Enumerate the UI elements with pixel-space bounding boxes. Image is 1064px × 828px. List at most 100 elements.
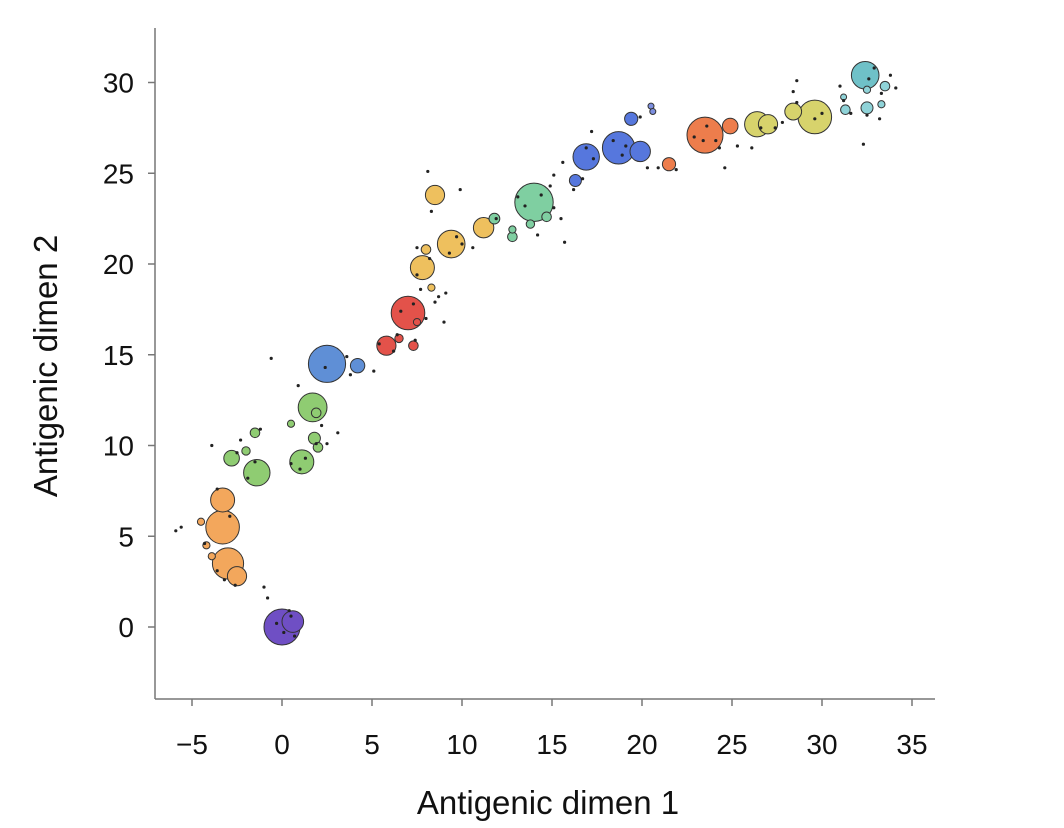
strain-dot <box>458 187 462 192</box>
y-axis-ticks: 0 5 10 15 20 25 30 <box>103 68 155 643</box>
x-tick-label: 25 <box>716 729 747 760</box>
y-tick-label: 30 <box>103 68 134 99</box>
strain-dot <box>262 585 266 589</box>
strain-dot <box>813 117 817 121</box>
strain-dot <box>429 209 433 213</box>
strain-dot <box>559 217 563 221</box>
strain-dot <box>447 251 451 255</box>
cluster-marker <box>860 101 874 115</box>
y-tick-label: 15 <box>103 340 134 371</box>
cluster-marker <box>488 212 501 225</box>
strain-dot <box>415 246 419 250</box>
cluster-marker <box>249 427 261 439</box>
x-tick-label: 15 <box>536 729 567 760</box>
strain-dot <box>203 541 207 546</box>
strain-dot <box>692 135 696 139</box>
cluster-marker <box>661 157 677 172</box>
y-tick-label: 25 <box>103 158 134 189</box>
strain-dot <box>253 460 257 464</box>
y-tick-label: 10 <box>103 431 134 462</box>
cluster-marker <box>408 340 419 351</box>
strain-dot <box>674 168 678 172</box>
strain-dot <box>861 142 866 146</box>
strain-dot <box>539 193 543 197</box>
strain-dot <box>424 316 428 321</box>
cluster-marker <box>349 357 366 374</box>
cluster-marker <box>243 459 271 487</box>
strain-dot <box>867 77 871 81</box>
strain-dot <box>428 256 432 261</box>
strain-dot <box>411 302 415 306</box>
strain-dot <box>426 169 430 174</box>
strain-dot <box>415 273 419 277</box>
strain-dot <box>872 66 876 70</box>
x-tick-label: 10 <box>446 729 477 760</box>
x-tick-label: 30 <box>806 729 837 760</box>
strain-dot <box>624 144 628 148</box>
strain-dot <box>795 100 799 105</box>
strain-dot <box>282 630 286 635</box>
strain-dot <box>894 86 898 90</box>
strain-dot <box>460 242 464 246</box>
cluster-marker <box>862 85 872 94</box>
strain-dot <box>759 126 763 130</box>
strain-dot <box>289 614 293 618</box>
y-tick-label: 5 <box>118 521 134 552</box>
strain-dot <box>399 309 403 313</box>
cluster-marker <box>281 610 305 633</box>
cluster-marker <box>376 335 397 356</box>
x-axis-ticks: −5 0 5 10 15 20 25 30 35 <box>176 699 928 760</box>
cluster-marker <box>568 174 582 188</box>
strain-dot <box>455 235 459 239</box>
strain-dot <box>838 84 842 88</box>
strain-dot <box>345 354 349 359</box>
strain-dot <box>323 365 327 370</box>
strain-dot <box>820 111 824 115</box>
strain-dot <box>179 525 183 529</box>
cluster-marker <box>226 566 248 587</box>
cluster-marker <box>205 509 240 545</box>
strain-dot <box>620 153 624 157</box>
cluster-markers <box>196 60 891 646</box>
cluster-marker <box>307 344 347 383</box>
cluster-marker <box>784 102 803 121</box>
strain-dot <box>842 99 846 103</box>
x-tick-label: 5 <box>364 729 380 760</box>
strain-dot <box>552 206 556 210</box>
strain-dot <box>795 79 799 83</box>
strain-dot <box>235 451 239 455</box>
strain-dot <box>298 467 302 471</box>
cluster-marker <box>289 449 315 475</box>
x-tick-label: 20 <box>626 729 657 760</box>
strain-dot <box>266 596 270 600</box>
strain-dot <box>222 578 226 582</box>
strain-dot <box>714 138 718 143</box>
cluster-marker <box>207 552 216 561</box>
strain-dot <box>584 146 588 150</box>
x-tick-label: −5 <box>176 729 208 760</box>
cluster-marker <box>310 407 322 419</box>
strain-dot <box>395 333 399 337</box>
strain-dots <box>174 66 898 638</box>
cluster-marker <box>412 317 422 327</box>
strain-dot <box>215 487 219 491</box>
strain-dot <box>174 529 178 533</box>
strain-dot <box>611 138 615 143</box>
strain-dot <box>269 356 273 360</box>
strain-dot <box>773 126 777 130</box>
strain-dot <box>233 583 237 587</box>
cluster-marker <box>508 225 517 234</box>
cluster-marker <box>196 517 206 526</box>
strain-dot <box>552 173 556 177</box>
strain-dot <box>888 73 893 77</box>
cluster-marker <box>879 80 891 92</box>
strain-dot <box>210 443 214 448</box>
y-axis-title: Antigenic dimen 2 <box>27 235 64 497</box>
strain-dot <box>865 113 869 117</box>
strain-dot <box>289 462 293 466</box>
strain-dot <box>516 195 520 199</box>
strain-dot <box>433 300 437 304</box>
cluster-marker <box>424 184 446 206</box>
strain-dot <box>878 117 882 121</box>
cluster-marker <box>629 140 651 163</box>
